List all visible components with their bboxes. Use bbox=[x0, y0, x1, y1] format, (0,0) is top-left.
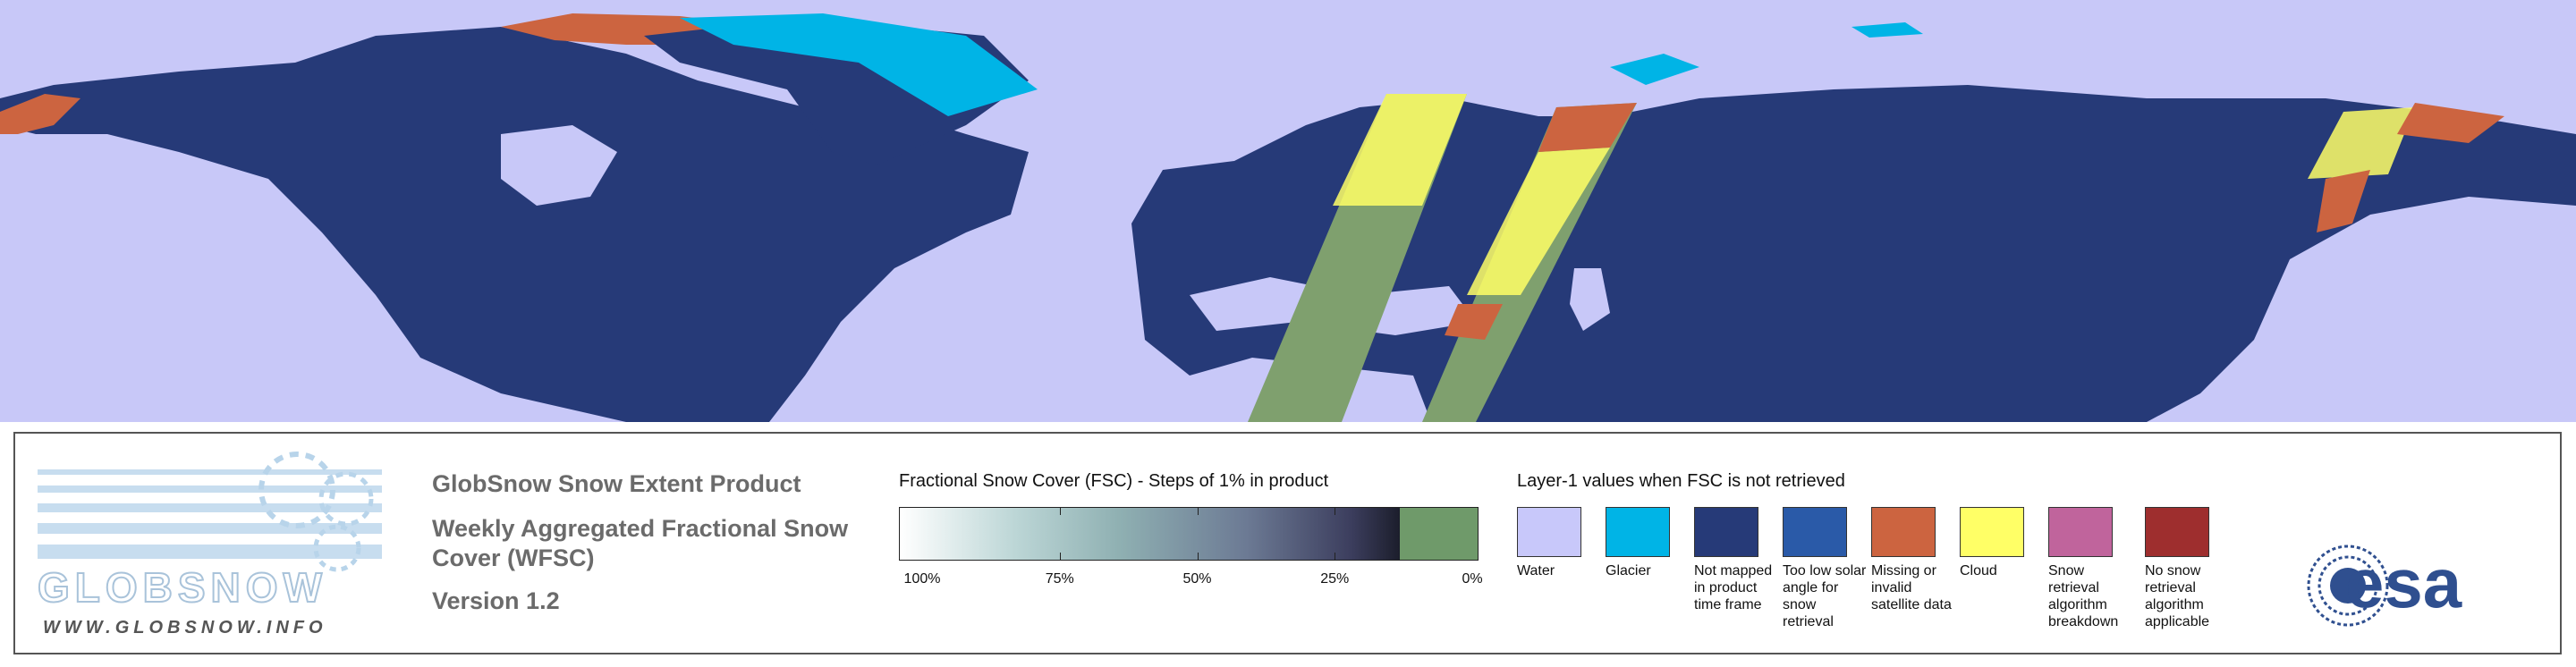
fsc-title: Fractional Snow Cover (FSC) - Steps of 1… bbox=[899, 471, 1329, 491]
esa-ring bbox=[2330, 568, 2366, 604]
snowflake bbox=[318, 471, 374, 527]
logo-stripe bbox=[38, 523, 382, 534]
legend-item: Water bbox=[1517, 507, 1603, 579]
snowflake bbox=[258, 452, 335, 528]
legend-swatch bbox=[1606, 507, 1670, 557]
legend-item: Missing or invalid satellite data bbox=[1871, 507, 1957, 613]
snow-map bbox=[0, 0, 2576, 422]
glacier-swath bbox=[680, 13, 1038, 116]
fsc-tick-mark bbox=[1197, 553, 1199, 560]
legend-swatch bbox=[2048, 507, 2113, 557]
legend-item: No snow retrieval algorithm applicable bbox=[2145, 507, 2231, 630]
legend-label: No snow retrieval algorithm applicable bbox=[2145, 563, 2210, 629]
layer1-title: Layer-1 values when FSC is not retrieved bbox=[1517, 471, 1845, 491]
globsnow-logo: GLOBSNOW WWW.GLOBSNOW.INFO bbox=[38, 452, 382, 637]
fsc-tick-label: 50% bbox=[1182, 571, 1212, 587]
logo-url: WWW.GLOBSNOW.INFO bbox=[43, 618, 327, 637]
legend-label: Water bbox=[1517, 563, 1555, 578]
swath-middle-cloud bbox=[1467, 148, 1610, 295]
esa-logo: esa bbox=[2307, 544, 2462, 627]
logo-stripe bbox=[38, 469, 382, 475]
kamchatka-missing bbox=[2317, 170, 2370, 232]
fsc-tick-label: 0% bbox=[1462, 571, 1483, 587]
logo-stripe bbox=[38, 545, 382, 559]
swath-west-cloud bbox=[1333, 94, 1467, 206]
alaska-missing bbox=[0, 94, 80, 134]
legend-label: Missing or invalid satellite data bbox=[1871, 563, 1952, 612]
legend-label: Not mapped in product time frame bbox=[1694, 563, 1773, 612]
svalbard bbox=[1610, 54, 1699, 85]
legend-item: Glacier bbox=[1606, 507, 1691, 579]
legend-swatch bbox=[1517, 507, 1581, 557]
snowflake bbox=[313, 524, 361, 572]
north-america bbox=[0, 27, 1029, 422]
swath-middle-missing bbox=[1538, 103, 1637, 152]
product-subtitle: Weekly Aggregated Fractional Snow Cover … bbox=[432, 515, 849, 571]
logo-stripe bbox=[38, 485, 382, 493]
legend-label: Glacier bbox=[1606, 563, 1651, 578]
legend-item: Snow retrieval algorithm breakdown bbox=[2048, 507, 2134, 630]
legend-label: Snow retrieval algorithm breakdown bbox=[2048, 563, 2119, 629]
caspian bbox=[1570, 268, 1610, 331]
esa-ring bbox=[2318, 555, 2378, 616]
legend-swatch bbox=[1783, 507, 1847, 557]
legend-item: Cloud bbox=[1960, 507, 2046, 579]
fsc-tick-label: 75% bbox=[1045, 571, 1074, 587]
legend-item: Too low solar angle for snow retrieval bbox=[1783, 507, 1868, 630]
legend-swatch bbox=[2145, 507, 2209, 557]
legend-label: Too low solar angle for snow retrieval bbox=[1783, 563, 1867, 629]
swath-middle-missing-south bbox=[1445, 304, 1503, 340]
fsc-tick-mark bbox=[1059, 553, 1061, 560]
legend-swatch bbox=[1960, 507, 2024, 557]
legend-panel: GLOBSNOW WWW.GLOBSNOW.INFO GlobSnow Snow… bbox=[13, 432, 2562, 654]
fsc-tick-label: 100% bbox=[903, 571, 941, 587]
fsc-tick-mark bbox=[1059, 508, 1061, 515]
fsc-tick-label: 25% bbox=[1320, 571, 1350, 587]
product-version: Version 1.2 bbox=[432, 587, 560, 614]
swath-east-cloud bbox=[2308, 107, 2415, 179]
fsc-tick-mark bbox=[1197, 508, 1199, 515]
logo-wordmark: GLOBSNOW bbox=[38, 564, 327, 611]
hudson-bay bbox=[501, 125, 617, 206]
esa-wordmark: esa bbox=[2345, 544, 2462, 622]
swath-east-missing bbox=[2397, 103, 2504, 143]
product-title: GlobSnow Snow Extent Product bbox=[432, 470, 801, 497]
arctic-glacier bbox=[1852, 22, 1923, 38]
legend-swatch bbox=[1694, 507, 1758, 557]
logo-stripe bbox=[38, 503, 382, 512]
legend-label: Cloud bbox=[1960, 563, 1997, 578]
legend-item: Not mapped in product time frame bbox=[1694, 507, 1780, 613]
fsc-colorbar bbox=[899, 507, 1479, 561]
legend-swatch bbox=[1871, 507, 1936, 557]
esa-ring bbox=[2307, 545, 2389, 627]
